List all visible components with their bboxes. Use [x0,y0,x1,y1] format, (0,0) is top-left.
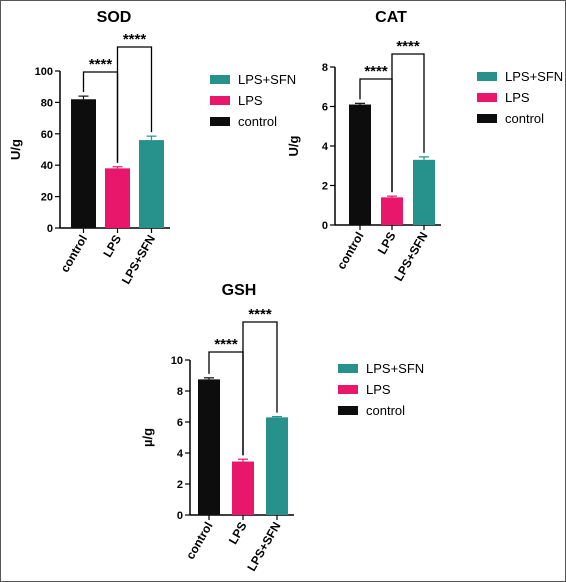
gsh-significance-label: **** [248,306,272,323]
gsh-bar-control [198,379,220,515]
gsh-title: GSH [222,282,257,299]
cat-x-tick-label: control [334,230,366,272]
gsh-legend-label-lps-sfn: LPS+SFN [366,361,424,376]
cat-legend-swatch-lps-sfn [477,72,497,81]
gsh-bar-lps-sfn [266,417,288,515]
gsh-y-tick-label: 8 [177,386,183,398]
cat-legend-label-control: control [505,111,544,126]
gsh-significance-label: **** [214,336,238,353]
gsh-legend-swatch-lps-sfn [338,364,358,373]
sod-title: SOD [97,9,132,26]
sod-bar-control [71,99,96,228]
gsh-significance-bracket [242,321,278,456]
sod-legend-swatch-lps [210,96,230,105]
sod-bar-lps [105,168,130,228]
gsh-x-tick-label: LPS+SFN [244,520,283,574]
cat-legend-swatch-control [477,114,497,123]
sod-y-tick-label: 80 [41,97,53,109]
cat-y-tick-label: 2 [322,181,328,193]
gsh-legend-label-control: control [366,403,405,418]
sod-y-tick-label: 100 [35,66,53,78]
sod-bar-lps-sfn [139,140,164,228]
sod-y-axis-label: U/g [8,139,23,160]
sod-legend-label-lps: LPS [238,93,263,108]
gsh-x-tick-label: LPS [226,520,250,547]
cat-y-tick-label: 4 [322,141,329,153]
cat-y-axis-label: U/g [286,135,301,156]
gsh-y-tick-label: 4 [177,448,184,460]
cat-bar-lps-sfn [413,159,435,225]
cat-significance-label: **** [364,63,388,80]
gsh-legend-swatch-lps [338,385,358,394]
sod-significance-label: **** [123,31,147,48]
sod-x-tick-label: LPS [100,233,124,260]
cat-legend-label-lps-sfn: LPS+SFN [505,69,563,84]
gsh-y-tick-label: 0 [177,510,183,522]
sod-legend-swatch-control [210,117,230,126]
gsh-legend-label-lps: LPS [366,382,391,397]
cat-x-tick-label: LPS [375,230,399,257]
gsh-x-tick-label: control [183,520,215,562]
cat-y-tick-label: 6 [322,102,328,114]
cat-bar-control [349,104,371,225]
gsh-y-axis-label: µ/g [140,428,155,447]
sod-legend-swatch-lps-sfn [210,75,230,84]
gsh-legend-swatch-control [338,406,358,415]
gsh-y-tick-label: 6 [177,417,183,429]
sod-x-tick-label: LPS+SFN [119,233,158,287]
gsh-y-tick-label: 2 [177,479,183,491]
sod-legend-label-control: control [238,114,277,129]
cat-legend-swatch-lps [477,93,497,102]
sod-x-tick-label: control [58,233,90,275]
cat-significance-label: **** [396,38,420,55]
gsh-bar-lps [232,461,254,515]
sod-significance-label: **** [89,56,113,73]
sod-significance-bracket [116,46,153,163]
cat-legend-label-lps: LPS [505,90,530,105]
sod-y-tick-label: 20 [41,192,53,204]
cat-significance-bracket [391,53,425,193]
sod-y-tick-label: 0 [47,223,53,235]
sod-y-tick-label: 40 [41,160,53,172]
sod-y-tick-label: 60 [41,129,53,141]
cat-y-tick-label: 0 [322,220,328,232]
gsh-y-tick-label: 10 [171,355,183,367]
cat-y-tick-label: 8 [322,62,328,74]
sod-legend-label-lps-sfn: LPS+SFN [238,72,296,87]
cat-title: CAT [375,9,407,26]
cat-bar-lps [381,197,403,225]
